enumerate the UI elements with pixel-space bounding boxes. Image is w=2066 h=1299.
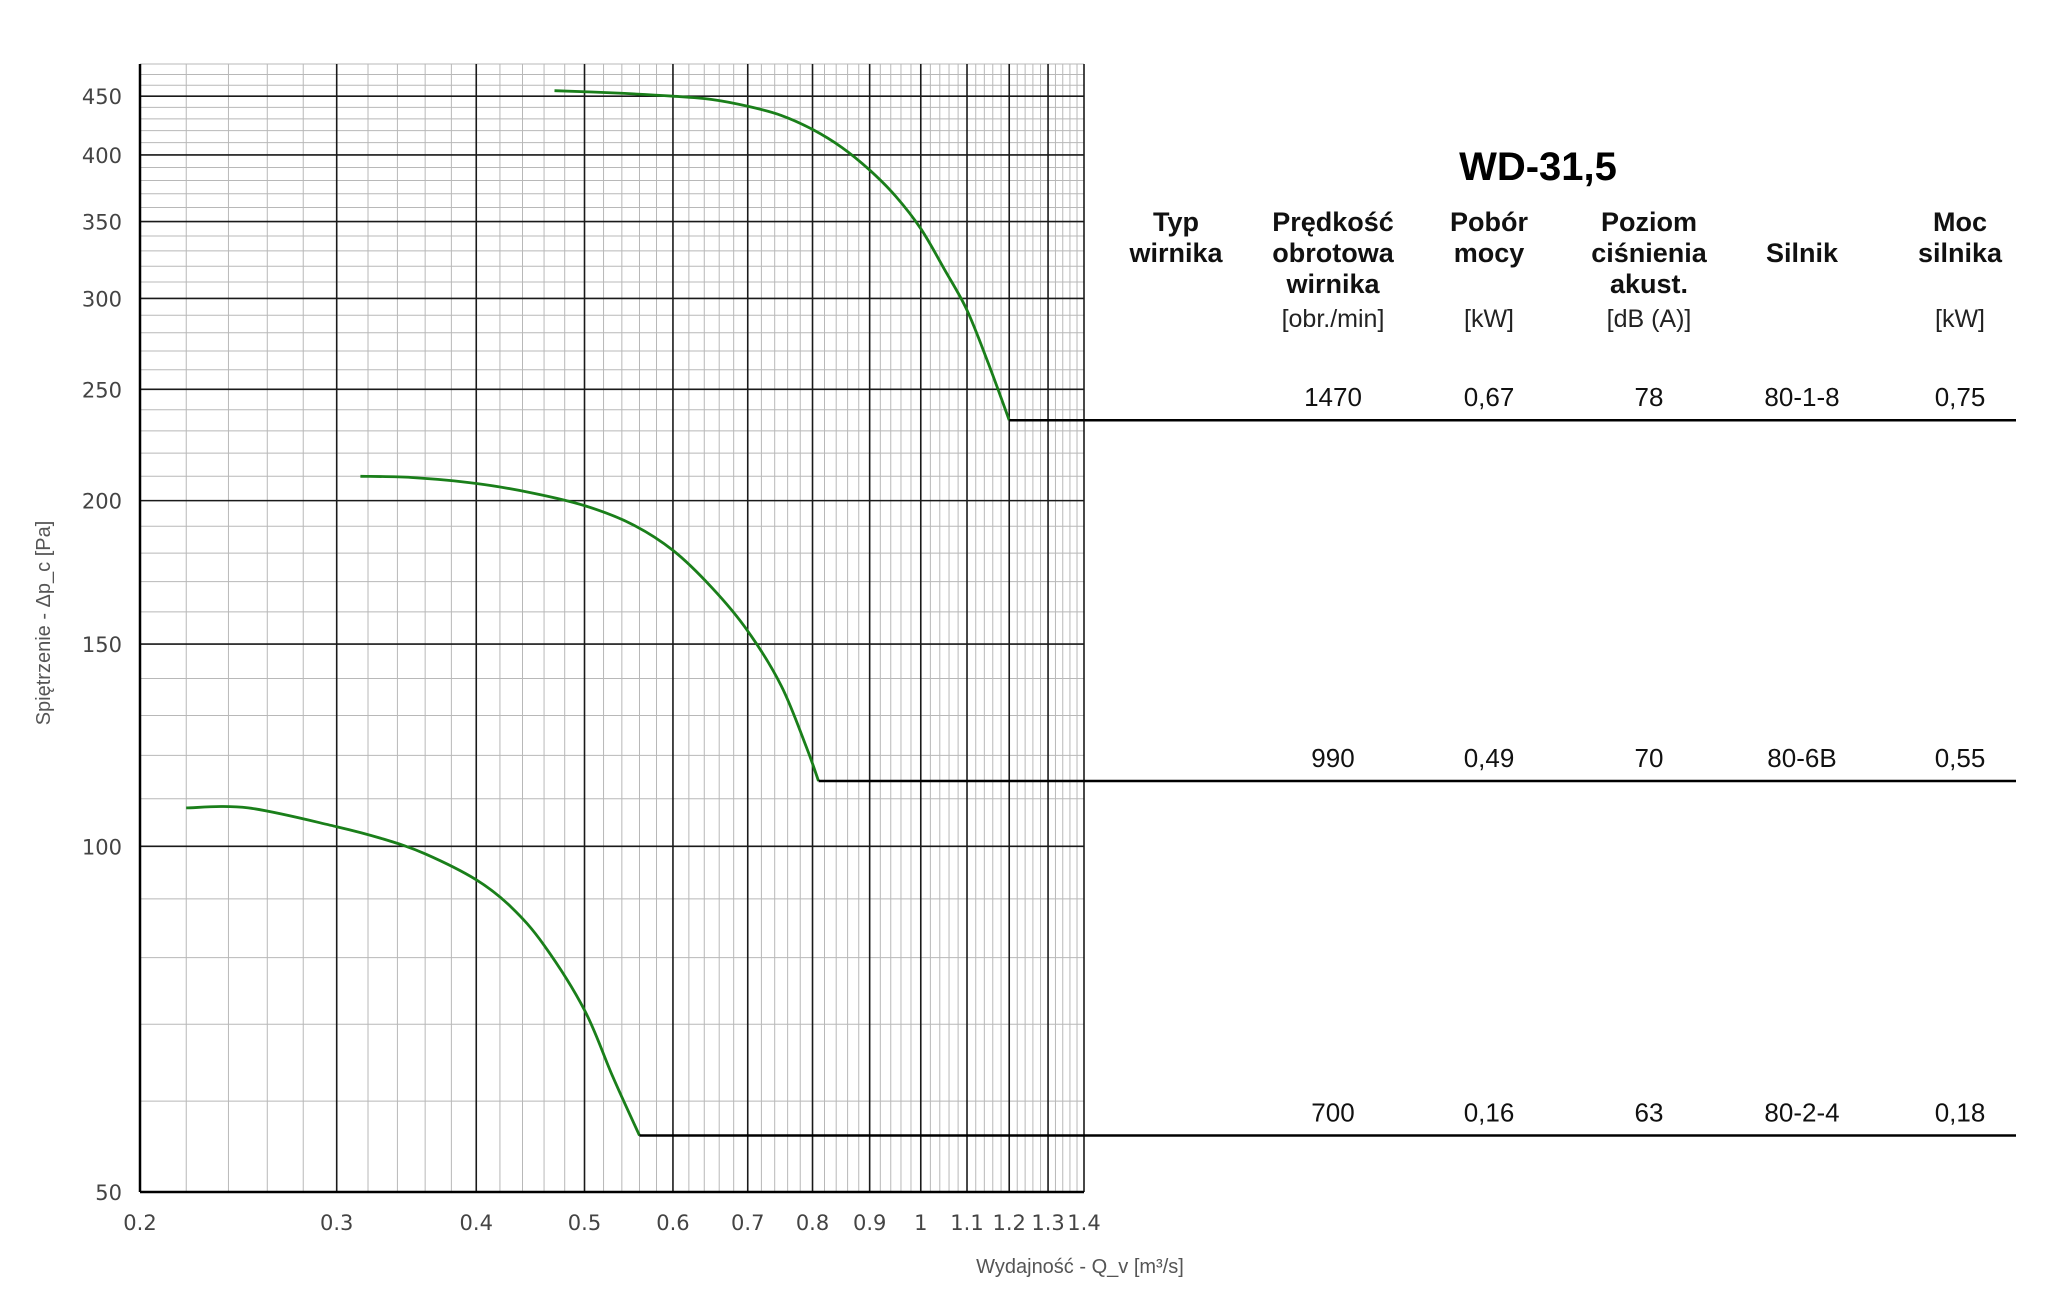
x-tick-label: 0.5 xyxy=(568,1211,601,1235)
table-unit-speed: [obr./min] xyxy=(1282,305,1385,333)
x-tick-label: 0.6 xyxy=(656,1211,689,1235)
x-tick-label: 1.3 xyxy=(1031,1211,1064,1235)
table-header-noise: Poziom xyxy=(1601,207,1697,237)
table-header-motor_power: Moc xyxy=(1933,207,1987,237)
table-cell-motor_power: 0,18 xyxy=(1935,1097,1986,1127)
table-cell-speed: 1470 xyxy=(1304,382,1362,412)
table-cell-noise: 70 xyxy=(1635,743,1664,773)
y-tick-label: 200 xyxy=(82,490,122,514)
table-cell-power: 0,67 xyxy=(1464,382,1515,412)
table-cell-motor: 80-1-8 xyxy=(1764,382,1839,412)
y-tick-label: 250 xyxy=(82,378,122,402)
y-tick-label: 50 xyxy=(95,1181,122,1205)
y-tick-labels: 50 100 150 200 250 300 350 400 450 xyxy=(82,85,122,1205)
table-header-noise: ciśnienia xyxy=(1591,238,1708,268)
table-header-motor_power: silnika xyxy=(1918,238,2003,268)
table-cell-motor: 80-2-4 xyxy=(1764,1097,1839,1127)
y-tick-label: 150 xyxy=(82,633,122,657)
fan-curves xyxy=(186,89,1011,1137)
table-units: [obr./min] [kW] [dB (A)] [kW] xyxy=(1282,305,1985,333)
y-tick-label: 450 xyxy=(82,85,122,109)
table-cell-power: 0,16 xyxy=(1464,1097,1515,1127)
table-cell-noise: 63 xyxy=(1635,1097,1664,1127)
x-tick-label: 0.8 xyxy=(796,1211,829,1235)
table-header-power: Pobór xyxy=(1450,207,1528,237)
minor-grid xyxy=(139,63,1085,1193)
x-tick-label: 0.9 xyxy=(853,1211,886,1235)
y-tick-label: 350 xyxy=(82,211,122,235)
x-tick-label: 0.4 xyxy=(460,1211,493,1235)
fan-curve-2 xyxy=(360,474,820,782)
table-cell-power: 0,49 xyxy=(1464,743,1515,773)
y-axis-title: Spiętrzenie - Δp_c [Pa] xyxy=(33,521,55,726)
table-cell-speed: 990 xyxy=(1311,743,1354,773)
major-grid xyxy=(139,64,1085,1193)
table-unit-motor_power: [kW] xyxy=(1935,305,1985,333)
table-cell-motor: 80-6B xyxy=(1767,743,1836,773)
table-header-speed: obrotowa xyxy=(1272,238,1394,268)
table-cell-motor_power: 0,75 xyxy=(1935,382,1986,412)
x-axis-title: Wydajność - Q_v [m³/s] xyxy=(976,1256,1184,1278)
leader-lines xyxy=(639,418,2016,1137)
x-tick-label: 1.1 xyxy=(950,1211,983,1235)
table-unit-power: [kW] xyxy=(1464,305,1514,333)
x-tick-label: 1.2 xyxy=(993,1211,1026,1235)
table-header-speed: Prędkość xyxy=(1272,207,1394,237)
fan-curve-1 xyxy=(554,89,1011,421)
y-tick-label: 100 xyxy=(82,835,122,859)
x-tick-labels: 0.2 0.3 0.4 0.5 0.6 0.7 0.8 0.9 1 1.1 1.2 1.3 1.4 xyxy=(123,1211,1100,1235)
table-header: TypwirnikaPrędkośćobrotowawirnikaPobórmo… xyxy=(1128,207,2003,299)
x-tick-label: 1 xyxy=(914,1211,927,1235)
x-tick-label: 0.2 xyxy=(123,1211,156,1235)
table-unit-noise: [dB (A)] xyxy=(1607,305,1692,333)
table-cell-motor_power: 0,55 xyxy=(1935,743,1986,773)
table-rows: 1470 0,67 78 80-1-8 0,75 990 0,49 70 80-6B 0,55 70… xyxy=(1304,382,1985,1127)
table-header-typ: Typ xyxy=(1153,207,1199,237)
x-tick-label: 1.4 xyxy=(1067,1211,1100,1235)
y-tick-label: 400 xyxy=(82,144,122,168)
axes xyxy=(138,64,1084,1194)
table-cell-speed: 700 xyxy=(1311,1097,1354,1127)
table-header-speed: wirnika xyxy=(1285,269,1380,299)
x-tick-label: 0.3 xyxy=(320,1211,353,1235)
table-header-motor: Silnik xyxy=(1766,238,1839,268)
table-header-noise: akust. xyxy=(1610,269,1688,299)
fan-curve-3 xyxy=(186,805,641,1137)
table-cell-noise: 78 xyxy=(1635,382,1664,412)
chart-title: WD-31,5 xyxy=(1459,145,1617,189)
y-tick-label: 300 xyxy=(82,287,122,311)
table-header-typ: wirnika xyxy=(1128,238,1223,268)
table-header-power: mocy xyxy=(1454,238,1525,268)
x-tick-label: 0.7 xyxy=(731,1211,764,1235)
